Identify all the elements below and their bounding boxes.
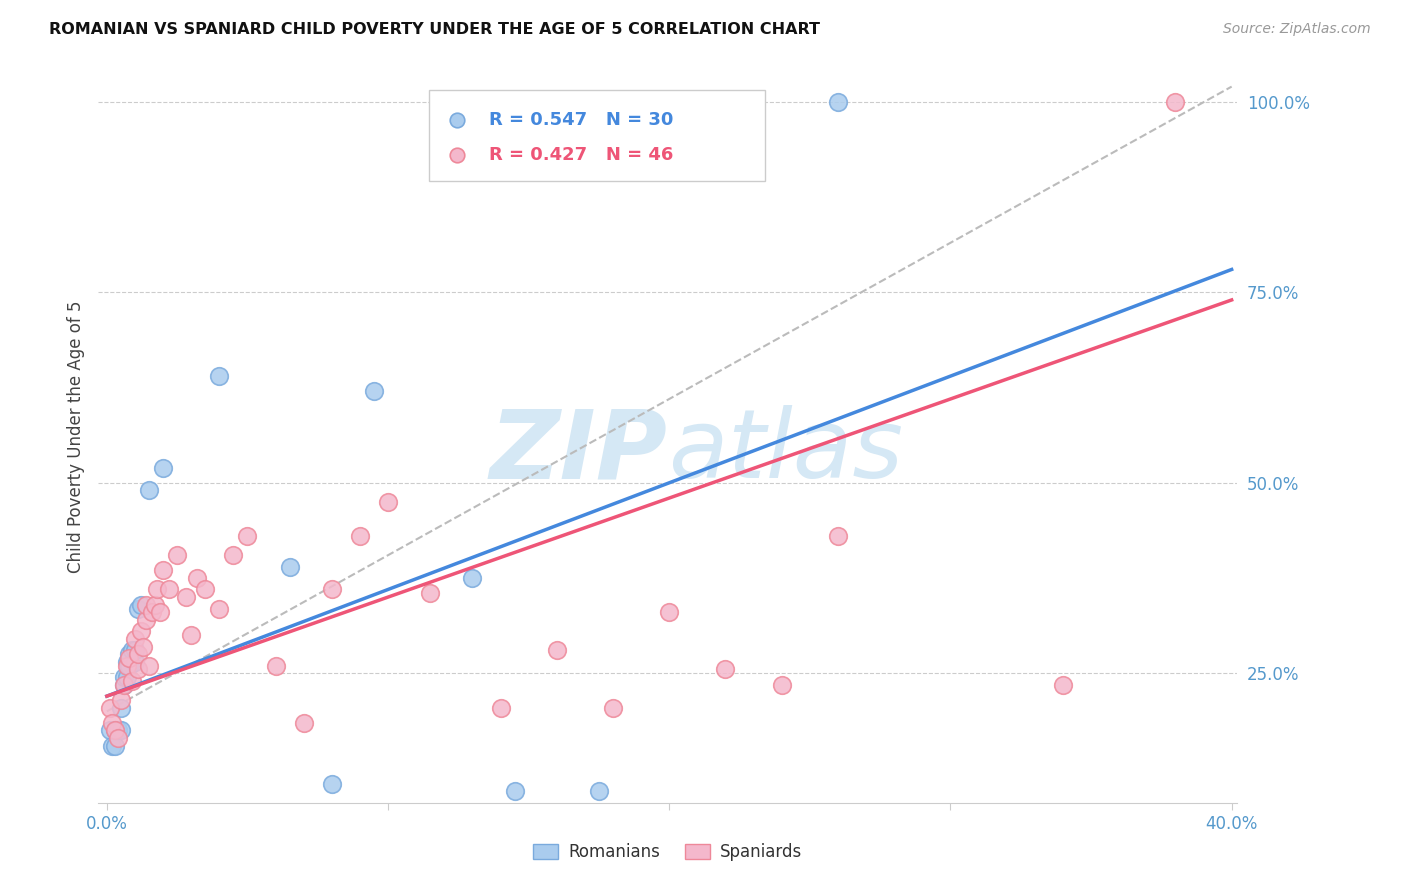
- Point: [588, 784, 610, 798]
- Y-axis label: Child Poverty Under the Age of 5: Child Poverty Under the Age of 5: [66, 301, 84, 574]
- Point: [419, 586, 441, 600]
- Point: [194, 582, 217, 597]
- Point: [110, 700, 132, 714]
- Point: [121, 643, 143, 657]
- Point: [115, 670, 138, 684]
- Point: [141, 605, 163, 619]
- Point: [129, 624, 152, 639]
- Point: [104, 723, 127, 738]
- Point: [107, 731, 129, 745]
- Point: [278, 559, 301, 574]
- Point: [602, 700, 624, 714]
- Point: [770, 678, 793, 692]
- Point: [138, 658, 160, 673]
- Point: [714, 663, 737, 677]
- Point: [180, 628, 202, 642]
- Point: [981, 145, 1004, 160]
- Point: [135, 598, 157, 612]
- Point: [101, 715, 124, 730]
- Point: [101, 739, 124, 753]
- Point: [110, 693, 132, 707]
- FancyBboxPatch shape: [429, 90, 765, 181]
- Point: [118, 651, 141, 665]
- Point: [127, 601, 149, 615]
- Text: R = 0.427   N = 46: R = 0.427 N = 46: [489, 146, 673, 164]
- Point: [208, 601, 231, 615]
- Point: [121, 673, 143, 688]
- Point: [124, 632, 146, 646]
- Point: [1164, 95, 1187, 109]
- Point: [363, 384, 385, 399]
- Text: R = 0.547   N = 30: R = 0.547 N = 30: [489, 112, 673, 129]
- Point: [658, 605, 681, 619]
- Point: [208, 369, 231, 384]
- Point: [728, 95, 751, 109]
- Point: [115, 658, 138, 673]
- Point: [236, 529, 259, 543]
- Point: [98, 723, 121, 738]
- Point: [152, 460, 174, 475]
- Point: [110, 723, 132, 738]
- Point: [143, 598, 166, 612]
- Point: [112, 670, 135, 684]
- Point: [127, 663, 149, 677]
- Point: [166, 548, 188, 562]
- Text: ZIP: ZIP: [489, 405, 668, 499]
- Text: atlas: atlas: [668, 405, 903, 499]
- Point: [124, 655, 146, 669]
- Point: [461, 571, 484, 585]
- Point: [104, 723, 127, 738]
- Point: [321, 582, 343, 597]
- Point: [321, 777, 343, 791]
- Point: [1052, 678, 1074, 692]
- Point: [135, 613, 157, 627]
- Point: [489, 700, 512, 714]
- Point: [827, 95, 849, 109]
- Point: [115, 655, 138, 669]
- Text: ROMANIAN VS SPANIARD CHILD POVERTY UNDER THE AGE OF 5 CORRELATION CHART: ROMANIAN VS SPANIARD CHILD POVERTY UNDER…: [49, 22, 820, 37]
- Point: [174, 590, 197, 604]
- Point: [186, 571, 208, 585]
- Point: [152, 563, 174, 577]
- Point: [104, 739, 127, 753]
- Point: [107, 723, 129, 738]
- Point: [377, 495, 399, 509]
- Point: [124, 643, 146, 657]
- Point: [149, 605, 172, 619]
- Point: [981, 182, 1004, 196]
- Point: [118, 658, 141, 673]
- Point: [118, 647, 141, 661]
- Point: [292, 715, 315, 730]
- Point: [98, 700, 121, 714]
- Point: [157, 582, 180, 597]
- Text: Source: ZipAtlas.com: Source: ZipAtlas.com: [1223, 22, 1371, 37]
- Legend: Romanians, Spaniards: Romanians, Spaniards: [527, 837, 808, 868]
- Point: [138, 483, 160, 498]
- Point: [112, 678, 135, 692]
- Point: [112, 678, 135, 692]
- Point: [349, 529, 371, 543]
- Point: [129, 598, 152, 612]
- Point: [132, 640, 155, 654]
- Point: [827, 529, 849, 543]
- Point: [503, 784, 526, 798]
- Point: [146, 582, 169, 597]
- Point: [602, 95, 624, 109]
- Point: [127, 647, 149, 661]
- Point: [264, 658, 287, 673]
- Point: [222, 548, 245, 562]
- Point: [546, 643, 568, 657]
